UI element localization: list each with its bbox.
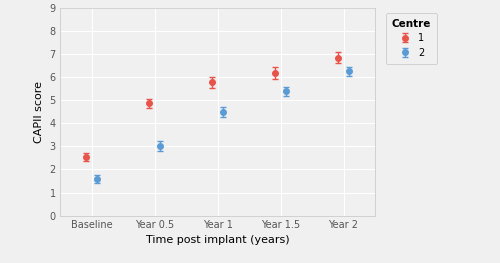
Legend: 1, 2: 1, 2 — [386, 13, 437, 64]
X-axis label: Time post implant (years): Time post implant (years) — [146, 235, 290, 245]
Y-axis label: CAPII score: CAPII score — [34, 81, 44, 143]
